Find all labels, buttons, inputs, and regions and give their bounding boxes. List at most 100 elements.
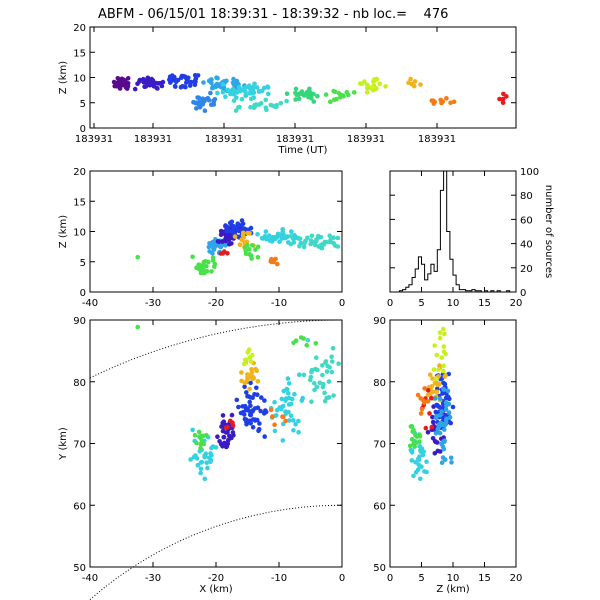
data-point [208,451,213,456]
data-point [326,395,332,400]
x-tick-label: -30 [145,298,161,309]
data-point [247,399,252,405]
data-point [413,433,418,438]
data-point [172,74,177,80]
data-point [449,460,454,465]
data-point [431,367,437,372]
data-point [419,406,425,412]
data-point [272,104,278,109]
y-tick-label: 0 [80,288,86,299]
data-point [225,224,230,230]
x-tick-label: 183931 [276,134,314,145]
data-point [201,80,206,85]
data-point [220,90,226,95]
data-point [288,401,294,407]
data-point [448,420,454,426]
data-point [442,457,448,462]
data-point [278,100,284,106]
data-point [425,399,431,404]
data-point [441,368,446,374]
data-point [198,470,203,476]
data-point [229,412,235,418]
y-tick-label: 20 [73,23,86,34]
y-tick-label: 10 [73,228,86,239]
data-point [280,227,286,232]
data-point [285,376,291,381]
data-point [442,381,448,387]
data-point [441,326,446,332]
data-point [425,430,431,435]
data-point [205,465,210,471]
x-tick-label: 183931 [75,134,113,145]
data-point [196,102,201,107]
data-point [243,93,248,98]
data-point [433,439,439,445]
data-point [328,237,333,243]
data-point [266,91,271,97]
data-point [248,395,253,400]
data-point [211,98,216,103]
data-point [335,244,341,249]
data-point [450,404,456,410]
x-tick-label: 183931 [418,134,456,145]
time-height-ylabel: Z (km) [58,61,69,94]
data-point [266,233,272,238]
data-point [201,262,206,268]
data-point [247,85,252,91]
data-point [178,85,184,90]
data-point [213,242,218,248]
y-tick-label: 80 [520,191,533,202]
data-point [203,259,208,264]
data-point [245,372,250,377]
data-point [312,242,318,248]
data-point [232,234,238,239]
data-point [255,379,261,384]
data-point [221,419,227,425]
data-point [336,361,341,367]
data-point [305,338,311,343]
data-point [230,420,235,426]
data-point [432,396,438,401]
data-point [324,369,330,374]
data-point [330,346,336,351]
data-point [441,363,446,369]
data-point [255,244,261,250]
data-point [121,77,127,83]
data-point [244,390,249,395]
data-point [204,433,209,438]
data-point [231,98,237,103]
data-point [256,89,262,94]
data-point [137,79,142,84]
data-point [439,460,445,466]
data-point [302,240,308,245]
x-tick-label: -20 [208,573,224,584]
data-point [322,239,328,245]
data-point [238,410,244,416]
data-point [433,376,439,382]
data-point [268,259,274,264]
data-point [433,415,439,421]
data-point [172,83,178,89]
data-point [296,236,302,241]
x-tick-label: 183931 [134,134,172,145]
data-point [283,235,289,241]
x-tick-label: 15 [478,573,491,584]
data-point [227,234,233,239]
data-point [411,427,416,433]
data-point [304,343,310,348]
data-point [409,450,415,455]
data-point [281,388,287,394]
data-point [425,388,431,393]
data-point [373,86,379,92]
x-tick-label: 20 [510,573,523,584]
data-point [200,102,206,107]
data-point [374,77,380,82]
data-point [197,434,202,440]
y-tick-label: 70 [373,440,386,451]
data-point [254,417,260,423]
data-point [251,90,257,96]
data-point [215,90,220,96]
y-tick-label: 20 [520,264,533,275]
data-point [408,424,414,429]
data-point [124,86,130,91]
